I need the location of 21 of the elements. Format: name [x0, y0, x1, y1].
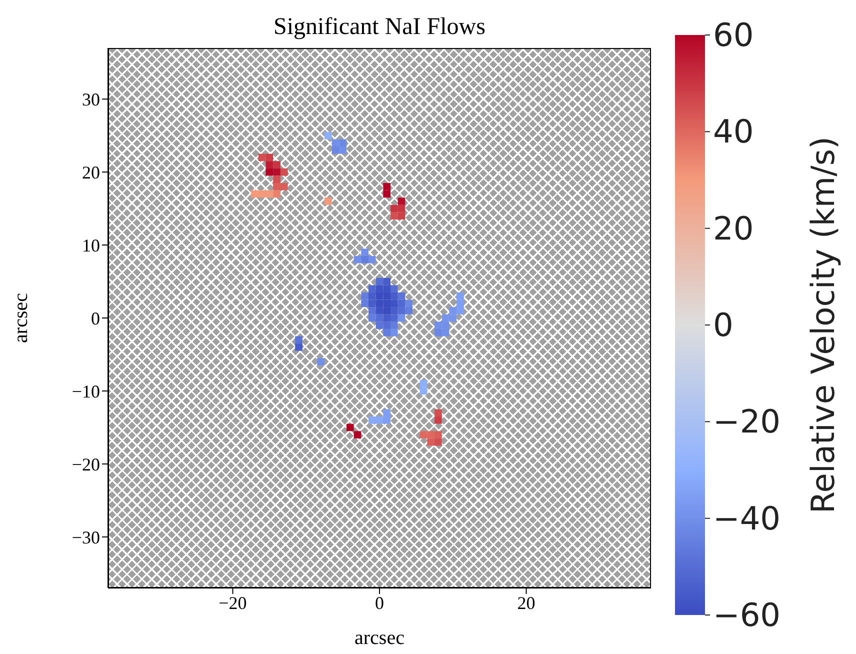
y-axis-title: arcsec	[10, 292, 32, 343]
color-bar-label: −40	[713, 499, 781, 538]
color-bar-label: −60	[713, 596, 781, 634]
color-bar-label: 20	[713, 209, 754, 248]
y-tick-label: −10	[72, 381, 100, 402]
x-axis-title: arcsec	[354, 627, 405, 649]
color-bar-label: −20	[713, 402, 781, 441]
y-tick-label: 30	[82, 89, 100, 110]
x-tick-label: 20	[517, 592, 536, 613]
x-tick-label: 0	[375, 592, 384, 613]
color-bar-label: 0	[713, 306, 734, 344]
chart-title: Significant NaI Flows	[272, 14, 486, 41]
y-tick-label: 0	[91, 308, 100, 328]
color-bar-label: 60	[713, 16, 754, 54]
color-bar-title: Relative Velocity (km/s)	[804, 136, 842, 514]
y-tick-label: −30	[72, 527, 100, 548]
x-tick-label: −20	[218, 592, 247, 613]
y-tick-label: 20	[82, 162, 100, 182]
y-tick-label: 10	[82, 235, 100, 256]
y-tick-label: −20	[72, 454, 100, 474]
color-bar-label: 40	[713, 112, 754, 151]
